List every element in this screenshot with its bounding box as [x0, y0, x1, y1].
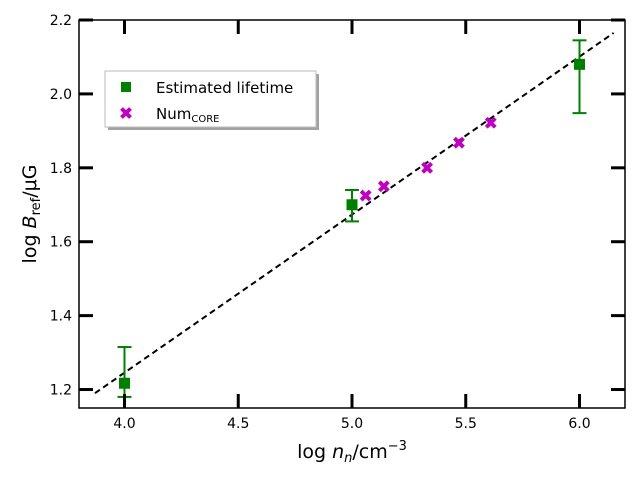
legend-label-numcore: NumCORE — [156, 105, 219, 125]
y-tick-label: 2.2 — [50, 13, 72, 29]
y-tick-label: 1.8 — [50, 161, 72, 177]
legend-label-estimated-lifetime: Estimated lifetime — [156, 79, 293, 97]
x-tick-label: 4.0 — [113, 416, 135, 432]
y-tick-label: 2.0 — [50, 87, 72, 103]
data-point-square — [346, 199, 358, 211]
legend: Estimated lifetime NumCORE — [104, 70, 319, 130]
y-axis-label: log Bref/μG — [19, 165, 44, 264]
plot-frame — [78, 19, 626, 409]
data-point-x — [377, 180, 390, 193]
y-tick-label: 1.4 — [50, 309, 72, 325]
legend-marker-estimated-lifetime — [121, 82, 131, 92]
tick-layer: 4.0 4.5 5.0 5.5 6.0 1.2 1.4 1.6 1.8 2.0 2.2 — [50, 13, 625, 432]
x-tick-label: 5.0 — [341, 416, 363, 432]
x-axis-label: log nn/cm−3 — [297, 439, 407, 466]
data-point-x — [359, 189, 372, 202]
data-point-square — [119, 377, 130, 389]
legend-box — [104, 70, 317, 128]
y-tick-label: 1.6 — [50, 235, 72, 251]
fit-line-layer — [94, 32, 615, 395]
x-tick-label: 5.5 — [455, 416, 477, 432]
data-point-x — [484, 116, 497, 129]
marker-layer — [119, 58, 585, 389]
y-tick-label: 1.2 — [50, 383, 72, 399]
data-point-square — [574, 58, 585, 70]
x-tick-label: 4.5 — [227, 416, 249, 432]
legend-x-glyph — [120, 107, 132, 119]
fit-line — [94, 32, 615, 395]
legend-marker-numcore — [120, 107, 132, 119]
x-tick-label: 6.0 — [568, 416, 590, 432]
data-point-x — [453, 136, 465, 149]
data-point-x — [421, 161, 433, 174]
